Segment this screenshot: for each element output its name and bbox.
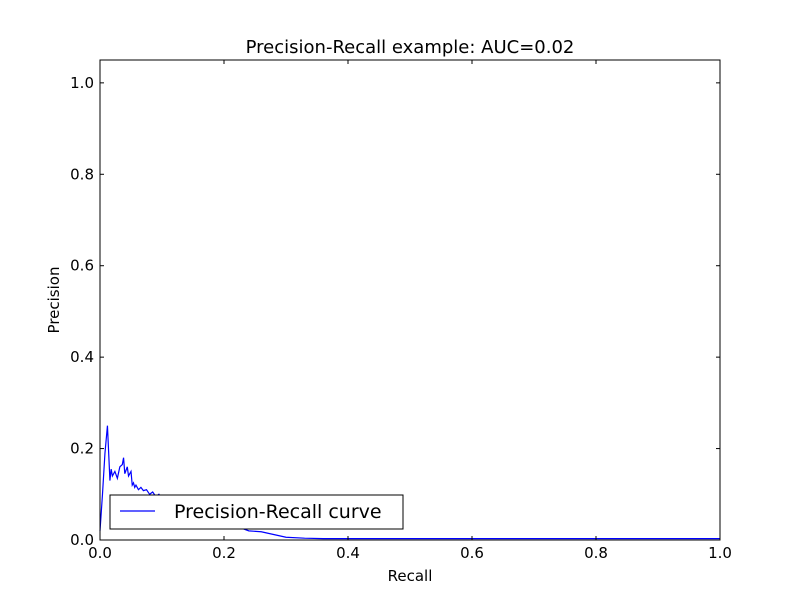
series-line-0 xyxy=(99,425,720,540)
x-tick-label: 0.2 xyxy=(212,544,236,562)
y-tick-label: 0.6 xyxy=(70,257,94,275)
x-tick-label: 1.0 xyxy=(708,544,732,562)
plot-frame xyxy=(99,59,721,541)
chart-title: Precision-Recall example: AUC=0.02 xyxy=(246,37,575,58)
x-axis-label: Recall xyxy=(388,567,433,585)
ticks-layer: 0.0 0.2 0.4 0.6 0.8 1.0 0.0 0.2 0.4 0.6 0.8 1.0 xyxy=(70,60,732,562)
y-tick-label: 0.8 xyxy=(70,165,94,183)
y-axis-label: Precision xyxy=(45,267,63,334)
x-tick-label: 0.0 xyxy=(88,544,112,562)
legend-label: Precision-Recall curve xyxy=(174,501,382,523)
x-tick-label: 0.4 xyxy=(336,544,360,562)
x-tick-label: 0.6 xyxy=(460,544,484,562)
legend: Precision-Recall curve xyxy=(109,494,404,530)
y-tick-label: 0.0 xyxy=(70,531,94,549)
y-tick-label: 1.0 xyxy=(70,74,94,92)
x-tick-label: 0.8 xyxy=(584,544,608,562)
curve-layer xyxy=(99,425,720,540)
y-tick-label: 0.2 xyxy=(70,440,94,458)
legend-box xyxy=(109,494,404,530)
y-tick-label: 0.4 xyxy=(70,348,94,366)
